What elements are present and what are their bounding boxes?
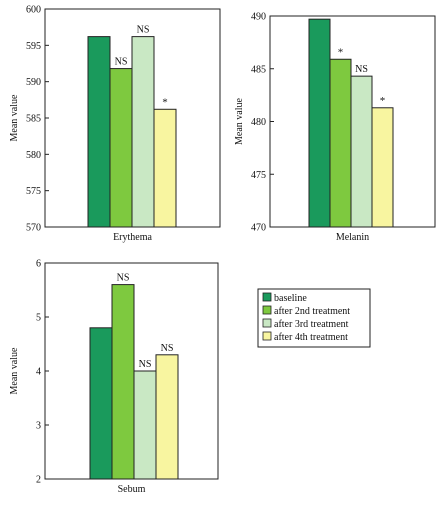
legend-item: after 2nd treatment xyxy=(262,305,350,317)
y-tick-label: 475 xyxy=(251,170,266,181)
y-tick-label: 580 xyxy=(26,150,41,161)
y-tick-label: 3 xyxy=(36,421,41,432)
bar-baseline xyxy=(87,36,111,228)
legend-label-after-2nd: after 2nd treatment xyxy=(274,306,350,317)
data-label: * xyxy=(380,95,386,107)
data-label: NS xyxy=(137,25,150,36)
y-tick-label: 2 xyxy=(36,475,41,486)
y-tick-label: 490 xyxy=(251,12,266,23)
y-tick-label: 4 xyxy=(36,367,41,378)
y-tick-label: 485 xyxy=(251,64,266,75)
data-label: NS xyxy=(117,273,130,284)
legend-item: after 3rd treatment xyxy=(262,318,349,330)
chart-panel-erythema: NS NS * 570 575 580 585 590 595 600 Mean value Eryt… xyxy=(9,5,221,243)
bar-after-4th-treatment xyxy=(371,107,394,228)
legend-swatch-baseline xyxy=(262,292,272,302)
legend-frame xyxy=(257,288,371,348)
y-tick-label: 590 xyxy=(26,77,41,88)
legend-item: after 4th treatment xyxy=(262,331,348,343)
legend-swatch-after-3rd xyxy=(262,318,272,328)
y-axis-label: Mean value xyxy=(9,347,20,394)
data-label: * xyxy=(338,46,344,58)
y-tick-label: 595 xyxy=(26,41,41,52)
y-tick-label: 480 xyxy=(251,117,266,128)
legend-swatch-after-4th xyxy=(262,331,272,341)
data-label: NS xyxy=(115,57,128,68)
y-axis-label: Mean value xyxy=(234,97,245,144)
x-axis-label: Erythema xyxy=(113,232,152,243)
y-tick-label: 585 xyxy=(26,114,41,125)
y-axis-label: Mean value xyxy=(9,94,20,141)
data-label: NS xyxy=(139,359,152,370)
chart-panel-sebum: NS NS NS 2 3 4 5 6 Mean value Sebum xyxy=(9,259,219,495)
legend-label-after-3rd: after 3rd treatment xyxy=(274,319,349,330)
legend-label-after-4th: after 4th treatment xyxy=(274,332,348,343)
y-tick-label: 570 xyxy=(26,223,41,234)
legend-label-baseline: baseline xyxy=(274,293,307,304)
x-axis-label: Sebum xyxy=(118,484,146,495)
bar-after-4th-treatment xyxy=(155,354,179,480)
data-label: NS xyxy=(355,64,368,75)
chart-panel-melanin: * NS * 470 475 480 485 490 Mean value Melanin xyxy=(234,12,436,243)
bar-after-2nd-treatment xyxy=(329,58,352,228)
data-label: * xyxy=(162,96,168,108)
y-tick-label: 6 xyxy=(36,259,41,270)
data-label: NS xyxy=(161,343,174,354)
legend: baseline after 2nd treatment after 3rd t… xyxy=(257,288,371,348)
y-tick-label: 600 xyxy=(26,5,41,16)
bar-baseline xyxy=(89,327,113,480)
bar-after-2nd-treatment xyxy=(109,68,133,228)
bar-after-3rd-treatment xyxy=(133,370,157,480)
legend-swatch-after-2nd xyxy=(262,305,272,315)
bar-after-3rd-treatment xyxy=(131,36,155,228)
y-tick-label: 575 xyxy=(26,186,41,197)
bar-baseline xyxy=(308,18,331,228)
y-tick-label: 5 xyxy=(36,313,41,324)
bar-after-2nd-treatment xyxy=(111,284,135,480)
x-axis-label: Melanin xyxy=(336,232,369,243)
y-tick-label: 470 xyxy=(251,223,266,234)
legend-item: baseline xyxy=(262,292,307,304)
bar-after-3rd-treatment xyxy=(350,75,373,228)
bar-after-4th-treatment xyxy=(153,108,177,228)
